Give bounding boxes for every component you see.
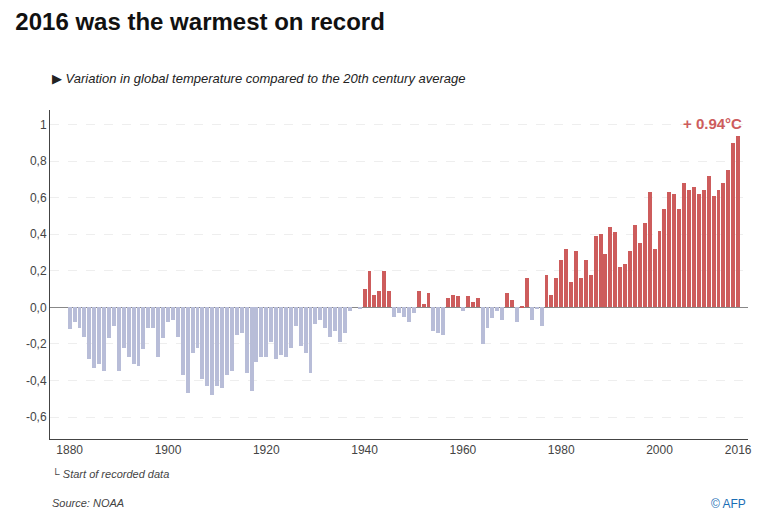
svg-text:1900: 1900 [155,443,182,457]
svg-text:2016 was the warmest on record: 2016 was the warmest on record [15,8,385,35]
svg-text:1920: 1920 [253,443,280,457]
svg-text:1: 1 [40,118,47,132]
svg-text:+ 0.94°C: + 0.94°C [683,115,742,132]
svg-text:0,0: 0,0 [30,301,47,315]
svg-text:0,8: 0,8 [30,154,47,168]
svg-text:0,4: 0,4 [30,227,47,241]
svg-text:└ Start of recorded data: └ Start of recorded data [52,467,169,480]
svg-text:▶ Variation in global temperat: ▶ Variation in global temperature compar… [52,71,465,86]
svg-text:© AFP: © AFP [711,497,746,511]
svg-text:2000: 2000 [646,443,673,457]
svg-text:1880: 1880 [56,443,83,457]
svg-text:1960: 1960 [450,443,477,457]
svg-text:Source: NOAA: Source: NOAA [52,497,124,509]
svg-text:2016: 2016 [725,443,752,457]
svg-text:-0,4: -0,4 [26,374,47,388]
svg-text:1980: 1980 [548,443,575,457]
svg-text:0,6: 0,6 [30,191,47,205]
svg-text:-0,2: -0,2 [26,337,47,351]
svg-text:-0,6: -0,6 [26,410,47,424]
svg-text:1940: 1940 [351,443,378,457]
svg-text:0,2: 0,2 [30,264,47,278]
